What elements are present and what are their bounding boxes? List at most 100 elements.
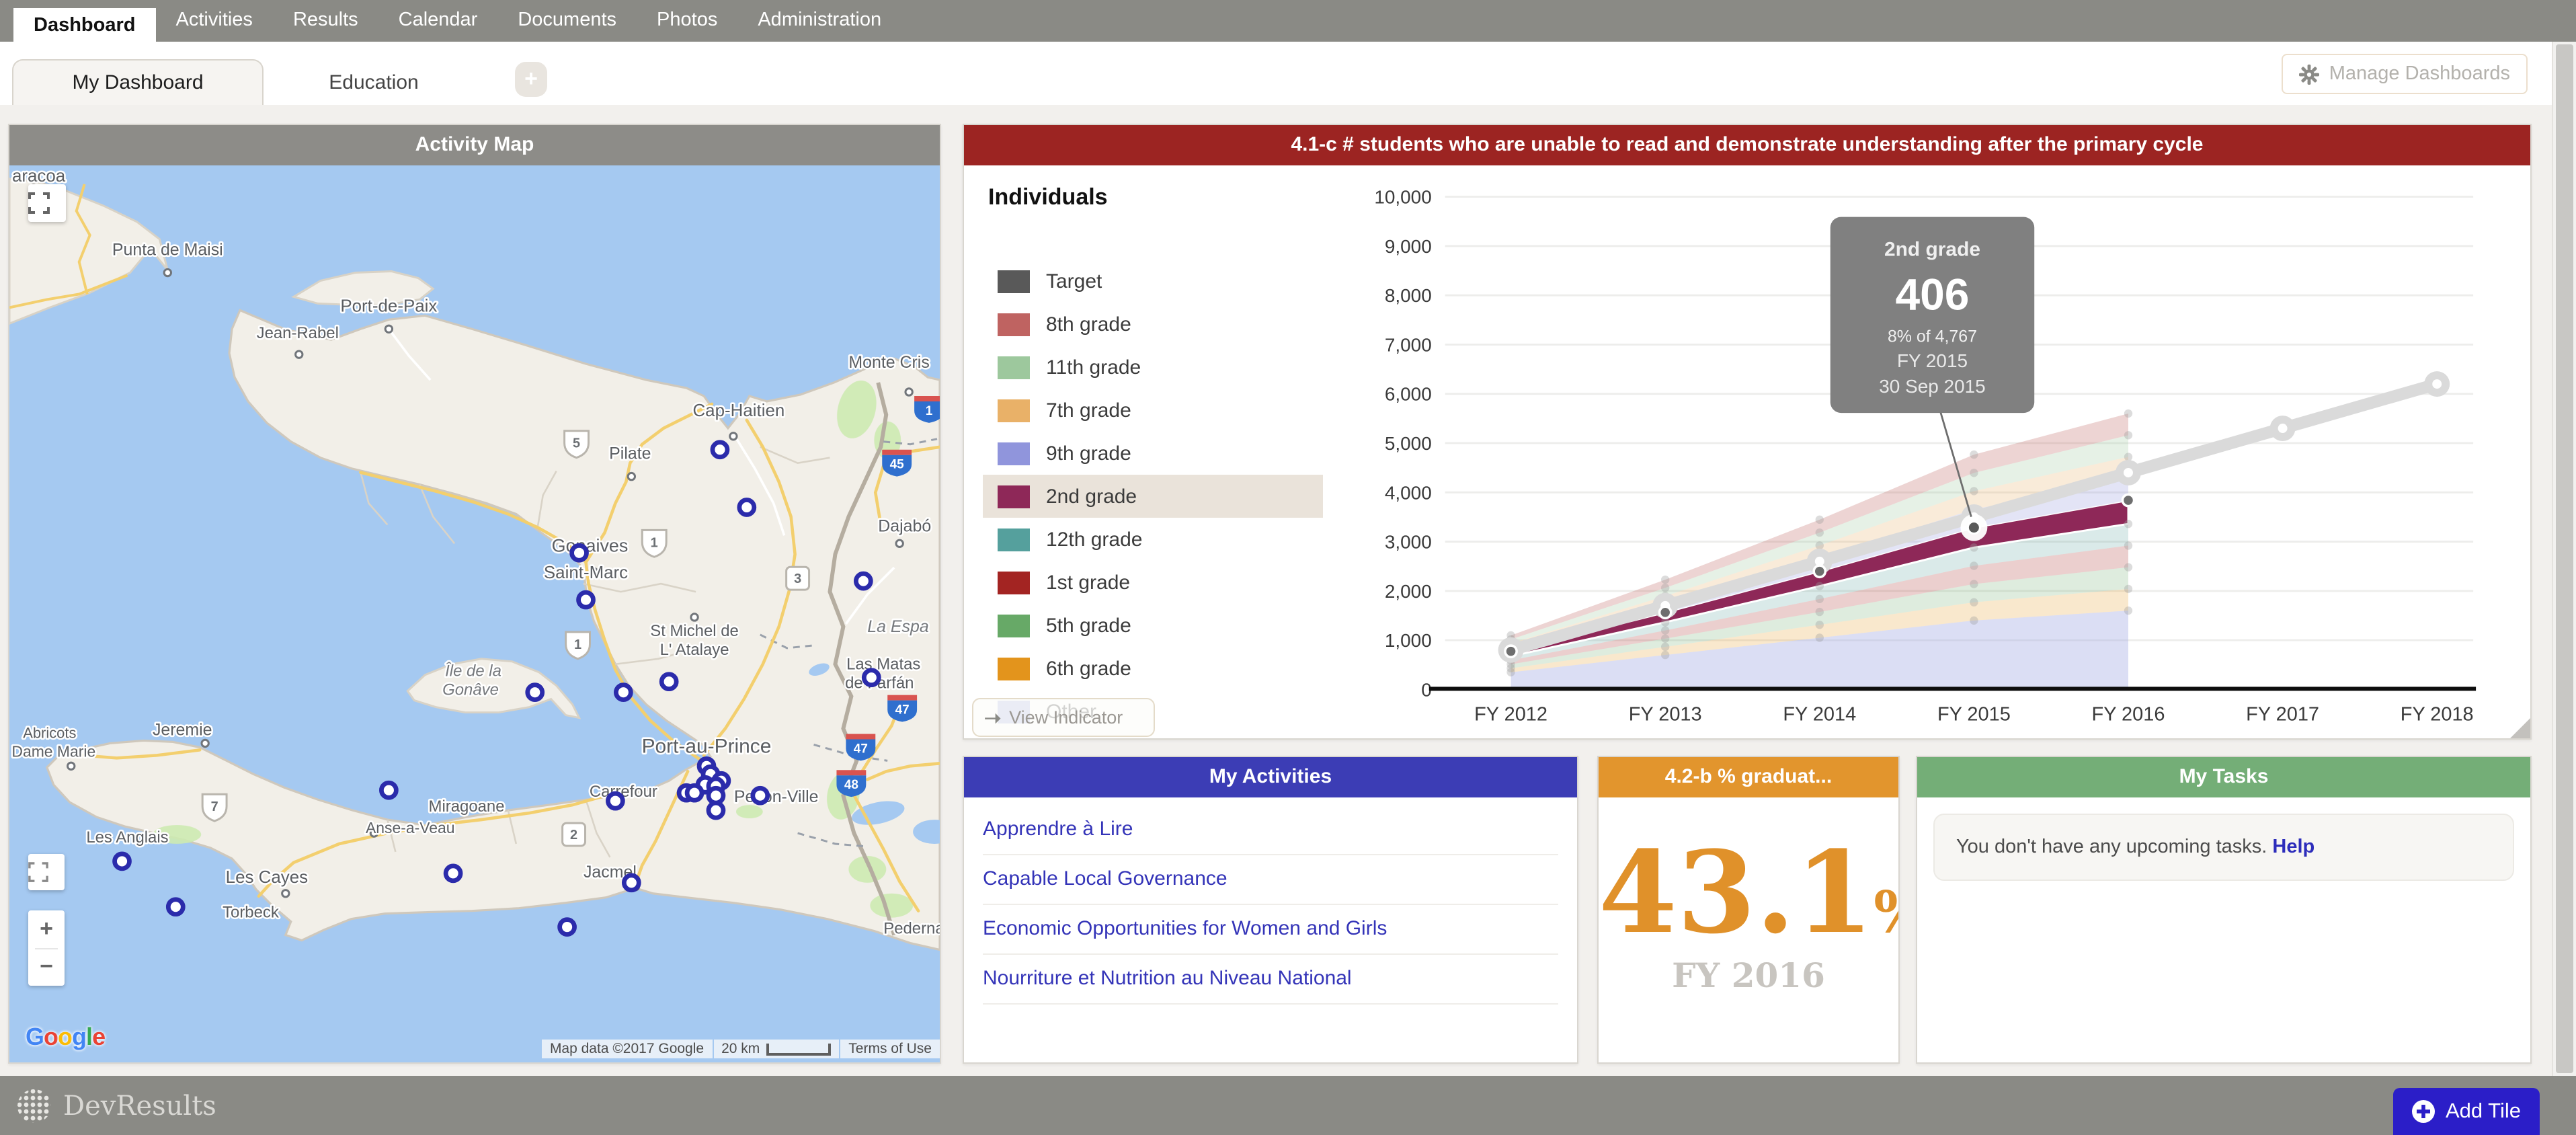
activity-marker[interactable] [750,785,770,806]
activity-link[interactable]: Apprendre à Lire [983,818,1133,840]
activity-marker[interactable] [853,571,873,591]
map-view-toggle-button[interactable] [28,854,65,890]
nav-item-activities[interactable]: Activities [175,9,253,31]
footer: DevResults Add Tile [0,1076,2576,1135]
activity-marker[interactable] [737,498,757,517]
svg-text:45: 45 [890,458,904,472]
svg-text:4,000: 4,000 [1384,482,1431,503]
city-dot [729,432,738,441]
view-indicator-label: View Indicator [1009,707,1123,728]
legend-item-12th-grade[interactable]: 12th grade [983,518,1323,561]
indicator-chart-plot[interactable]: 1,000 2,000 3,000 4,000 5,000 6,000 7,000 8,000… [1340,165,2530,738]
activity-marker[interactable] [614,682,633,703]
svg-text:10,000: 10,000 [1373,187,1431,208]
legend-item-target[interactable]: Target [983,260,1323,303]
map-label: Les Cayes [226,868,308,887]
activity-marker[interactable] [659,672,679,692]
nav-item-results[interactable]: Results [292,9,358,31]
manage-dashboards-button[interactable]: Manage Dashboards [2282,54,2528,94]
svg-text:406: 406 [1895,269,1969,319]
map-label: Dajabó [878,516,931,535]
activity-marker[interactable] [443,863,463,884]
activity-map-tile: Activity Map [8,124,941,1064]
band-1st-grade [1510,545,2128,664]
city-dot [369,828,379,838]
activity-marker[interactable] [379,780,399,800]
legend-item-1st-grade[interactable]: 1st grade [983,561,1323,604]
tasks-empty-message: You don't have any upcoming tasks. Help [1933,814,2514,881]
add-dashboard-tab-button[interactable]: + [515,62,547,97]
map-label: Abricots [23,724,76,741]
google-logo[interactable]: Google [26,1023,106,1050]
terms-of-use-link[interactable]: Terms of Use [840,1040,940,1058]
dashboard-tab-education[interactable]: Education [329,71,419,93]
map-label: Jeremie [153,720,212,739]
my-tasks-title: My Tasks [1917,757,2530,797]
svg-text:7: 7 [211,799,218,814]
map-label: aracoa [12,167,66,186]
route-badge-7: 7 [201,793,228,822]
scrollbar-thumb[interactable] [2556,44,2573,1073]
map-label: Les Anglais [86,828,168,847]
svg-text:2nd grade: 2nd grade [1884,239,1980,261]
legend-swatch [998,528,1030,551]
legend-item-2nd-grade[interactable]: 2nd grade [983,475,1323,518]
dashboard-tab-my-dashboard[interactable]: My Dashboard [12,59,264,105]
activity-marker[interactable] [706,800,726,820]
activity-link[interactable]: Nourriture et Nutrition au Niveau Nation… [983,967,1352,990]
activity-marker[interactable] [557,917,577,937]
activity-marker[interactable] [684,783,705,803]
indicator-chart-tile: 4.1-c # students who are unable to read … [963,124,2532,740]
legend-swatch [998,399,1030,422]
legend-item-11th-grade[interactable]: 11th grade [983,346,1323,389]
view-indicator-button[interactable]: ➝ View Indicator [972,698,1155,737]
nav-item-documents[interactable]: Documents [518,9,617,31]
zoom-in-button[interactable]: + [28,910,65,947]
nav-item-dashboard[interactable]: Dashboard [13,8,156,50]
legend-item-8th-grade[interactable]: 8th grade [983,303,1323,346]
route-badge-1: 1 [914,395,940,423]
tile-resize-handle[interactable] [2510,718,2530,738]
legend-swatch [998,614,1030,637]
legend-item-9th-grade[interactable]: 9th grade [983,432,1323,475]
legend-swatch [998,356,1030,379]
scale-bar [766,1043,832,1055]
svg-text:1,000: 1,000 [1384,630,1431,651]
activity-marker[interactable] [165,897,186,917]
svg-text:0: 0 [1420,679,1431,700]
activity-marker[interactable] [112,851,132,871]
legend-swatch [998,657,1030,680]
legend-swatch [998,270,1030,292]
activity-marker[interactable] [710,440,730,460]
activity-link[interactable]: Capable Local Governance [983,867,1227,890]
add-tile-button[interactable]: Add Tile [2392,1088,2540,1135]
help-link[interactable]: Help [2272,836,2315,858]
legend-item-6th-grade[interactable]: 6th grade [983,647,1323,690]
my-activities-title: My Activities [964,757,1577,797]
legend-item-7th-grade[interactable]: 7th grade [983,389,1323,432]
google-map[interactable]: aracoa Punta de Maisi Port-de-Paix Jean-Rab… [9,165,940,1062]
activity-marker[interactable] [525,682,545,703]
kpi-value: 43.1% [1599,826,1898,959]
legend-item-5th-grade[interactable]: 5th grade [983,604,1323,647]
svg-text:9,000: 9,000 [1384,236,1431,257]
nav-item-photos[interactable]: Photos [657,9,718,31]
nav-item-calendar[interactable]: Calendar [398,9,478,31]
map-label: Punta de Maisi [112,241,223,260]
top-nav: Dashboard Activities Results Calendar Docume… [0,0,2576,50]
map-fullscreen-button[interactable] [28,184,66,222]
svg-text:48: 48 [844,778,858,792]
activity-marker[interactable] [861,668,881,688]
svg-text:8,000: 8,000 [1384,285,1431,306]
activity-marker[interactable] [576,590,596,610]
activity-marker[interactable] [606,791,625,811]
zoom-out-button[interactable]: − [28,949,65,986]
band-8th-grade [1510,414,2128,639]
brand-name: DevResults [63,1089,216,1122]
activity-link[interactable]: Economic Opportunities for Women and Gir… [983,917,1387,940]
activity-marker[interactable] [621,873,641,893]
nav-item-administration[interactable]: Administration [758,9,882,31]
activity-marker[interactable] [569,543,589,563]
kpi-tile: 4.2-b % graduat... 43.1% FY 2016 [1597,756,1900,1064]
